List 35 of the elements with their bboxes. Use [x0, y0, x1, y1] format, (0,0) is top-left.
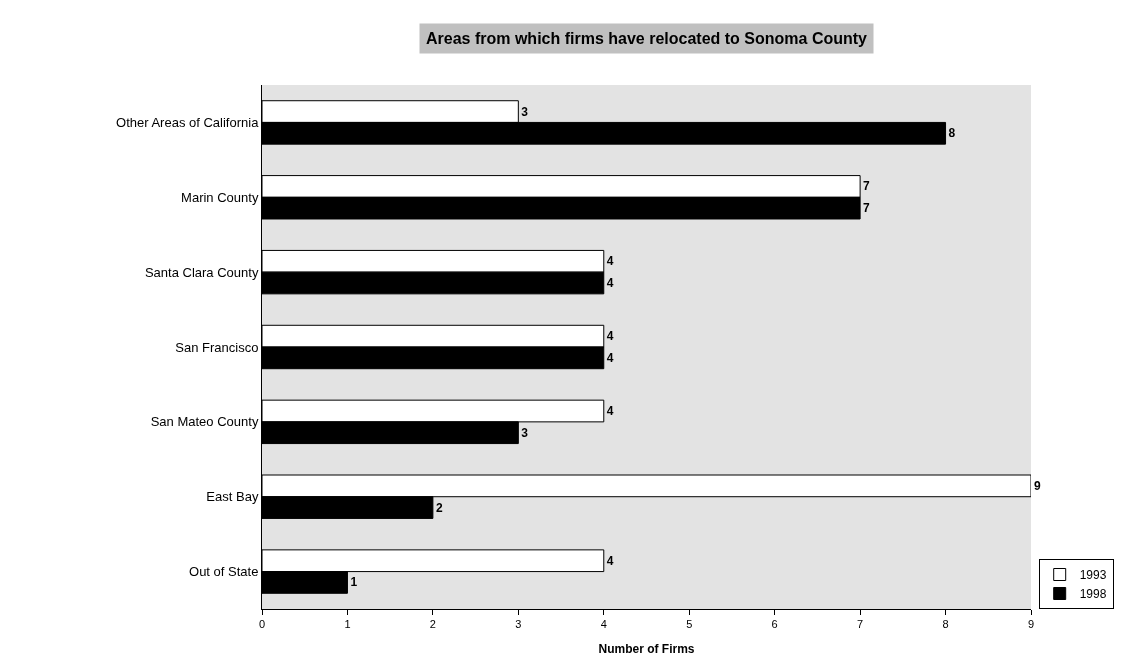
legend-label: 1998: [1079, 587, 1107, 602]
y-tick-label: Marin County: [181, 189, 259, 205]
y-tick-label: Out of State: [189, 564, 259, 580]
x-tick-label: 5: [686, 618, 693, 631]
data-label: 7: [863, 201, 871, 216]
y-tick-label: San Francisco: [175, 339, 259, 355]
y-tick-label: Santa Clara County: [144, 264, 259, 280]
x-tick-label: 8: [942, 618, 949, 631]
data-label: 4: [606, 329, 614, 344]
chart-title: Areas from which firms have relocated to Sonoma County: [426, 30, 868, 47]
data-label: 4: [606, 254, 614, 269]
y-tick-label: East Bay: [206, 489, 259, 505]
x-axis-title: Number of Firms: [598, 642, 695, 657]
data-label: 4: [606, 275, 614, 290]
data-label: 4: [606, 350, 614, 365]
data-label: 7: [863, 179, 871, 194]
x-tick-label: 9: [1027, 618, 1035, 631]
data-label: 3: [521, 104, 529, 119]
x-tick-label: 7: [857, 618, 864, 631]
x-tick-label: 2: [429, 618, 436, 631]
data-label: 3: [521, 425, 529, 440]
data-label: 1: [350, 575, 358, 590]
x-tick-label: 1: [344, 618, 351, 631]
data-label: 9: [1034, 478, 1041, 493]
y-tick-label: Other Areas of California: [116, 114, 260, 130]
x-tick-label: 0: [258, 618, 266, 631]
x-tick-label: 3: [515, 618, 522, 631]
x-tick-label: 6: [771, 618, 778, 631]
y-tick-label: San Mateo County: [150, 414, 259, 430]
x-tick-label: 4: [600, 618, 607, 631]
legend-label: 1993: [1079, 568, 1107, 583]
data-label: 8: [948, 126, 956, 141]
data-label: 4: [606, 404, 614, 419]
data-label: 2: [435, 500, 443, 515]
data-label: 4: [606, 553, 614, 568]
